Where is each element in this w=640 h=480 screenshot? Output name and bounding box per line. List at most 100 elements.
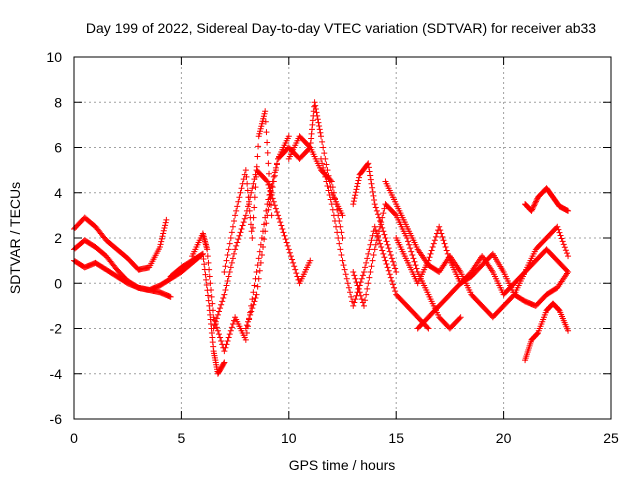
data-point-plus xyxy=(243,330,250,337)
data-point-plus xyxy=(343,275,350,282)
data-point-plus xyxy=(306,143,313,150)
data-point-plus xyxy=(413,265,420,272)
x-tick-label: 15 xyxy=(388,430,404,446)
data-point-plus xyxy=(281,232,288,239)
data-point-plus xyxy=(409,251,416,258)
data-point-plus xyxy=(350,201,357,208)
data-point-plus xyxy=(290,259,297,266)
data-point-plus xyxy=(239,222,246,229)
data-point-plus xyxy=(163,216,170,223)
data-point-plus xyxy=(247,221,254,228)
data-point-plus xyxy=(445,254,452,261)
data-point-plus xyxy=(312,102,319,109)
data-point-plus xyxy=(368,237,375,244)
data-point-plus xyxy=(285,133,292,140)
data-point-plus xyxy=(350,268,357,275)
data-point-plus xyxy=(203,282,210,289)
data-point-plus xyxy=(457,314,464,321)
data-point-plus xyxy=(425,325,432,332)
data-point-plus xyxy=(339,212,346,219)
data-point-plus xyxy=(364,285,371,292)
data-point-plus xyxy=(556,229,563,236)
data-point-plus xyxy=(220,294,227,301)
data-point-plus xyxy=(369,188,376,195)
data-point-plus xyxy=(217,334,224,341)
data-point-plus xyxy=(237,229,244,236)
data-point-plus xyxy=(371,246,378,253)
data-point-plus xyxy=(339,257,346,264)
data-point-plus xyxy=(283,239,290,246)
data-point-plus xyxy=(367,241,374,248)
data-point-plus xyxy=(279,225,286,232)
data-point-plus xyxy=(252,294,259,301)
data-point-plus xyxy=(565,253,572,260)
data-point-plus xyxy=(378,219,385,226)
data-point-plus xyxy=(393,268,400,275)
data-point-plus xyxy=(444,250,451,257)
data-point-plus xyxy=(352,296,359,303)
data-point-plus xyxy=(278,222,285,229)
data-point-plus xyxy=(246,315,253,322)
data-point-plus xyxy=(327,177,334,184)
data-point-plus xyxy=(227,327,234,334)
data-point-plus xyxy=(277,219,284,226)
data-point-plus xyxy=(360,268,367,275)
data-point-plus xyxy=(222,287,229,294)
data-point-plus xyxy=(244,180,251,187)
data-point-plus xyxy=(207,280,214,287)
data-point-plus xyxy=(368,263,375,270)
data-point-plus xyxy=(275,212,282,219)
data-point-plus xyxy=(266,170,273,177)
data-point-plus xyxy=(265,160,272,167)
data-point-plus xyxy=(255,255,262,262)
x-tick-label: 25 xyxy=(603,430,619,446)
data-point-plus xyxy=(372,227,379,234)
data-point-plus xyxy=(350,302,357,309)
data-point-plus xyxy=(220,360,227,367)
data-point-plus xyxy=(558,235,565,242)
data-point-plus xyxy=(337,246,344,253)
data-point-plus xyxy=(242,167,249,174)
data-point-plus xyxy=(255,275,262,282)
data-point-plus xyxy=(314,116,321,123)
data-point-plus xyxy=(367,176,374,183)
data-point-plus xyxy=(213,315,220,322)
data-point-plus xyxy=(236,232,243,239)
data-point-plus xyxy=(359,272,366,279)
data-point-plus xyxy=(211,322,218,329)
data-point-plus xyxy=(338,251,345,258)
data-point-plus xyxy=(254,262,261,269)
data-point-plus xyxy=(249,185,256,192)
series-track: satellite track 4 xyxy=(167,250,228,377)
data-point-plus xyxy=(412,262,419,269)
y-tick-label: 2 xyxy=(54,230,62,246)
data-point-plus xyxy=(557,232,564,239)
data-point-plus xyxy=(554,223,561,230)
data-point-plus xyxy=(235,198,242,205)
data-point-plus xyxy=(266,201,273,208)
data-point-plus xyxy=(388,277,395,284)
data-point-plus xyxy=(428,247,435,254)
data-point-plus xyxy=(365,160,372,167)
series-track: satellite track 9 xyxy=(285,99,346,219)
data-point-plus xyxy=(221,348,228,355)
data-point-plus xyxy=(355,285,362,292)
data-point-plus xyxy=(351,195,358,202)
data-point-plus xyxy=(373,237,380,244)
data-point-plus xyxy=(362,264,369,271)
data-point-plus xyxy=(320,144,327,151)
data-point-plus xyxy=(313,109,320,116)
data-point-plus xyxy=(382,257,389,264)
data-point-plus xyxy=(334,229,341,236)
data-point-plus xyxy=(324,167,331,174)
data-point-plus xyxy=(209,307,216,314)
data-point-plus xyxy=(440,237,447,244)
series-track: satellite track 17 xyxy=(522,300,572,364)
data-point-plus xyxy=(222,263,229,270)
data-point-plus xyxy=(530,203,537,210)
data-point-plus xyxy=(405,238,412,245)
data-point-plus xyxy=(256,267,263,274)
y-tick-label: 6 xyxy=(54,140,62,156)
data-point-plus xyxy=(307,257,314,264)
data-point-plus xyxy=(327,184,334,191)
